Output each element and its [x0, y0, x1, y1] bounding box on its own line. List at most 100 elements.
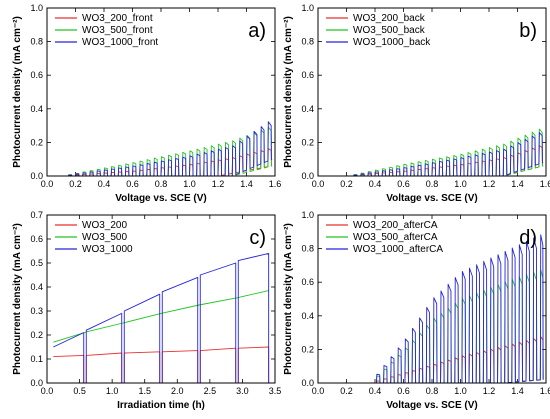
x-tick-label: 0.5	[73, 386, 86, 396]
legend-entry: WO3_500	[82, 232, 127, 243]
x-tick-label: 0.0	[312, 179, 325, 189]
y-tick-label: 0.4	[30, 104, 43, 114]
x-tick-label: 1.6	[540, 179, 550, 189]
y-tick-label: 0.2	[30, 137, 43, 147]
legend-entry: WO3_1000_front	[82, 37, 158, 48]
x-tick-label: 0.6	[397, 179, 410, 189]
legend-entry: WO3_200_afterCA	[353, 220, 438, 231]
x-tick-label: 3.0	[236, 386, 249, 396]
y-tick-label: 0.2	[301, 344, 314, 354]
y-tick-label: 0.7	[30, 210, 43, 220]
y-tick-label: 0.4	[301, 311, 314, 321]
x-tick-label: 1.6	[540, 386, 550, 396]
y-tick-label: 0.8	[301, 244, 314, 254]
y-tick-label: 0.6	[30, 234, 43, 244]
x-tick-label: 0.4	[369, 386, 382, 396]
x-tick-label: 0.2	[340, 386, 353, 396]
y-tick-label: 0.0	[30, 378, 43, 388]
series-line	[47, 121, 273, 176]
x-tick-label: 2.0	[171, 386, 184, 396]
x-tick-label: 1.5	[138, 386, 151, 396]
legend-entry: WO3_500_front	[82, 25, 153, 36]
x-axis-label: Voltage vs. SCE (V)	[386, 193, 478, 204]
y-tick-label: 0.3	[30, 306, 43, 316]
y-tick-label: 0.6	[301, 277, 314, 287]
series-line	[47, 148, 273, 176]
y-tick-label: 0.8	[301, 37, 314, 47]
y-tick-label: 0.2	[301, 137, 314, 147]
x-tick-label: 1.4	[240, 179, 253, 189]
x-axis-label: Voltage vs. SCE (V)	[386, 400, 478, 411]
series-line	[53, 346, 270, 383]
series-line	[318, 132, 544, 176]
y-tick-label: 0.5	[30, 258, 43, 268]
series-line	[53, 290, 269, 343]
chart-panel: 0.0 0.5 1.0 1.5 2.0 2.5 3.0 3.5 0.0 0.1 0.2 0.3 0.4 0…	[12, 210, 281, 411]
series-line	[318, 145, 544, 176]
x-tick-label: 1.4	[511, 386, 524, 396]
y-tick-label: 0.8	[30, 37, 43, 47]
x-tick-label: 0.8	[426, 386, 439, 396]
x-tick-label: 0.0	[312, 386, 325, 396]
series-line	[318, 234, 544, 383]
chart-panel: 0.0 0.2 0.4 0.6 0.8 1.0 1.2 1.4 1.6 0.0 0.2 0.4 0.6 0…	[12, 3, 281, 204]
series-line	[318, 269, 544, 383]
x-tick-label: 2.5	[204, 386, 217, 396]
x-tick-label: 1.4	[511, 179, 524, 189]
y-tick-label: 0.6	[30, 70, 43, 80]
x-tick-label: 0.8	[155, 179, 168, 189]
plot-frame	[317, 7, 547, 177]
x-tick-label: 1.0	[183, 179, 196, 189]
x-tick-label: 1.0	[106, 386, 119, 396]
legend-entry: WO3_500_afterCA	[353, 232, 438, 243]
plot-frame	[46, 7, 276, 177]
panel-letter: c)	[249, 227, 266, 249]
x-tick-label: 3.5	[269, 386, 282, 396]
x-tick-label: 1.2	[483, 386, 496, 396]
legend-entry: WO3_200	[82, 220, 127, 231]
x-tick-label: 0.2	[69, 179, 82, 189]
plot-frame	[317, 214, 547, 384]
x-tick-label: 1.6	[269, 179, 282, 189]
y-tick-label: 1.0	[301, 3, 314, 13]
y-axis-label: Photocurrent density (mA cm⁻²)	[283, 223, 294, 375]
series-line	[318, 128, 544, 176]
x-tick-label: 0.0	[41, 386, 54, 396]
y-axis-label: Photocurrent density (mA cm⁻²)	[283, 16, 294, 168]
y-tick-label: 0.0	[301, 378, 314, 388]
series-line	[47, 126, 273, 176]
legend-entry: WO3_1000_back	[353, 37, 431, 48]
y-tick-label: 0.4	[30, 282, 43, 292]
x-tick-label: 0.4	[98, 179, 111, 189]
y-tick-label: 0.6	[301, 70, 314, 80]
legend-entry: WO3_500_back	[353, 25, 426, 36]
chart-panel: 0.0 0.2 0.4 0.6 0.8 1.0 1.2 1.4 1.6 0.0 0.2 0.4 0.6 0…	[283, 3, 550, 204]
plot-frame	[46, 214, 276, 384]
legend-entry: WO3_1000	[82, 244, 133, 255]
x-axis-label: Voltage vs. SCE (V)	[115, 193, 207, 204]
x-tick-label: 0.8	[426, 179, 439, 189]
series-line	[318, 336, 544, 383]
x-tick-label: 0.6	[397, 386, 410, 396]
x-tick-label: 1.0	[454, 179, 467, 189]
panel-letter: a)	[248, 20, 266, 42]
y-tick-label: 1.0	[301, 210, 314, 220]
x-tick-label: 1.2	[212, 179, 225, 189]
y-tick-label: 0.0	[30, 171, 43, 181]
y-axis-label: Photocurrent density (mA cm⁻²)	[12, 16, 23, 168]
y-axis-label: Photocurrent density (mA cm⁻²)	[12, 223, 23, 375]
legend-entry: WO3_1000_afterCA	[353, 244, 443, 255]
x-tick-label: 0.6	[126, 179, 139, 189]
x-axis-label: Irradiation time (h)	[117, 400, 205, 411]
x-tick-label: 0.0	[41, 179, 54, 189]
legend-entry: WO3_200_front	[82, 13, 153, 24]
y-tick-label: 0.1	[30, 354, 43, 364]
panel-letter: d)	[519, 227, 537, 249]
y-tick-label: 0.2	[30, 330, 43, 340]
y-tick-label: 0.0	[301, 171, 314, 181]
panel-letter: b)	[519, 20, 537, 42]
x-tick-label: 1.2	[483, 179, 496, 189]
y-tick-label: 0.4	[301, 104, 314, 114]
x-tick-label: 0.2	[340, 179, 353, 189]
